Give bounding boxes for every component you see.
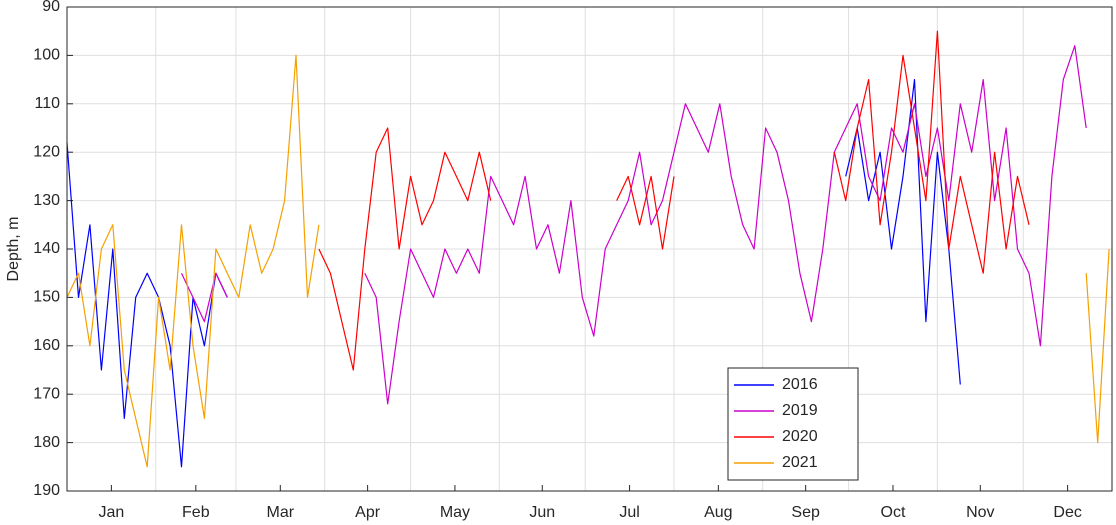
legend-box <box>727 367 859 481</box>
y-tick-label: 90 <box>42 0 60 15</box>
series-line <box>66 79 961 468</box>
y-axis-label: Depth, m <box>5 217 22 282</box>
x-tick-label: Aug <box>704 504 732 521</box>
x-tick-label: Apr <box>355 504 381 521</box>
legend-label: 2021 <box>782 454 818 471</box>
y-tick-label: 110 <box>34 95 60 112</box>
plot-frame <box>66 6 1113 492</box>
y-tick-label: 190 <box>33 482 60 499</box>
y-tick-label: 120 <box>33 143 60 160</box>
x-tick-label: Dec <box>1053 504 1081 521</box>
x-tick-label: May <box>440 504 470 521</box>
y-tick-label: 150 <box>33 289 60 306</box>
y-tick-label: 140 <box>33 240 60 257</box>
y-tick-label: 100 <box>33 47 60 64</box>
legend: 2016 2019 2020 2021 <box>727 367 859 481</box>
legend-label: 2020 <box>782 428 818 445</box>
series-line <box>180 45 1087 405</box>
x-tick-label: Sep <box>791 504 820 521</box>
series-line <box>318 30 1030 371</box>
y-tick-label: 170 <box>33 385 60 402</box>
legend-label: 2016 <box>782 376 818 393</box>
y-tick-label: 180 <box>33 434 60 451</box>
x-tick-label: Nov <box>966 504 994 521</box>
legend-label: 2019 <box>782 402 818 419</box>
x-tick-label: Jun <box>529 504 555 521</box>
series-line <box>66 54 1110 468</box>
x-tick-label: Oct <box>881 504 906 521</box>
x-tick-label: Jul <box>619 504 639 521</box>
y-tick-label: 130 <box>33 192 60 209</box>
y-tick-label: 160 <box>33 337 60 354</box>
x-tick-label: Feb <box>182 504 210 521</box>
x-tick-label: Jan <box>98 504 124 521</box>
x-tick-label: Mar <box>267 504 295 521</box>
